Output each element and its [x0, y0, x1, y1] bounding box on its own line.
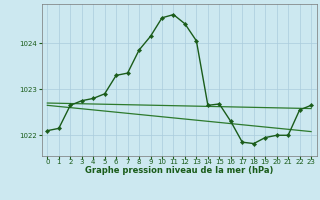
- X-axis label: Graphe pression niveau de la mer (hPa): Graphe pression niveau de la mer (hPa): [85, 166, 273, 175]
